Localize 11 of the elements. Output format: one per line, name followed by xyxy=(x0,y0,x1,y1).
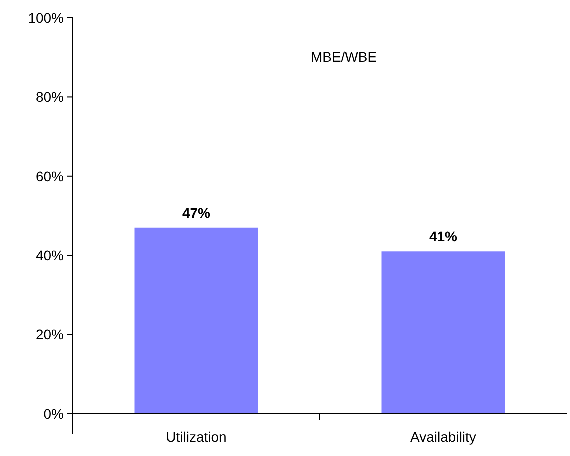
y-tick-label: 60% xyxy=(36,168,64,184)
y-tick-label: 0% xyxy=(44,406,64,422)
y-tick-label: 20% xyxy=(36,326,64,343)
data-label: 41% xyxy=(429,228,458,245)
text: MBE/WBE xyxy=(310,49,378,65)
x-tick-label: Utilization xyxy=(166,429,227,445)
y-tick-label: 40% xyxy=(36,248,64,264)
y-tick-label: 100% xyxy=(28,10,64,26)
y-tick-label: 80% xyxy=(36,89,64,106)
data-label: 47% xyxy=(182,204,212,221)
x-tick-label: Availability xyxy=(410,429,476,445)
